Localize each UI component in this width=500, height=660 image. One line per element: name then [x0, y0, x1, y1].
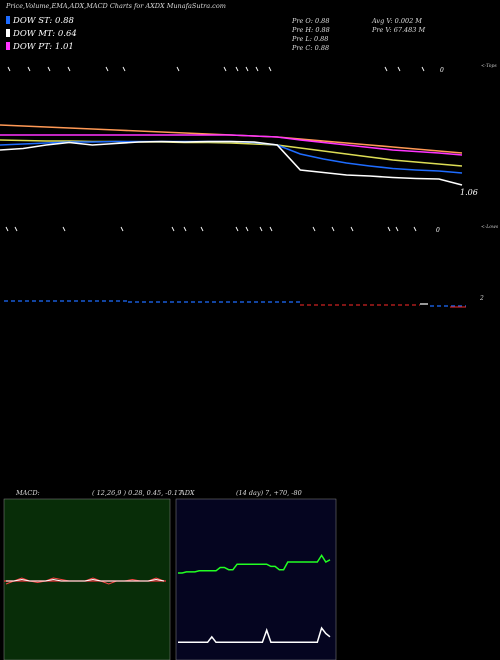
macd-histogram-strip	[4, 300, 466, 308]
lows-zero-mark: 0	[436, 227, 440, 234]
adx-params: (14 day) 7, +70, -80	[236, 489, 302, 497]
macd-panel-bg	[3, 498, 171, 660]
adx-panel-bg	[175, 498, 337, 660]
legend-label: DOW ST: 0.88	[13, 16, 74, 26]
prev-high: Pre H: 0.88	[292, 26, 330, 34]
legend-label: DOW PT: 1.01	[13, 42, 74, 52]
lows-label: <-Lows	[481, 224, 499, 230]
legend-swatch	[6, 29, 10, 37]
price-series-0	[0, 124, 463, 154]
lows-markers	[5, 226, 417, 232]
tops-markers	[7, 66, 425, 72]
prev-low: Pre L: 0.88	[292, 35, 329, 43]
legend-label: DOW MT: 0.64	[13, 29, 77, 39]
tops-zero-mark: 0	[440, 67, 444, 74]
price-series-4	[0, 140, 463, 186]
prev-volume: Pre V: 67.483 M	[372, 26, 426, 34]
adx-series-0	[178, 626, 331, 644]
legend-dow-st: DOW ST: 0.88	[6, 16, 74, 26]
tops-label: <-Tops	[481, 63, 497, 69]
macd-lines	[5, 577, 165, 585]
adx-label: ADX	[180, 489, 195, 497]
macd-label: MACD:	[16, 489, 40, 497]
legend-swatch	[6, 42, 10, 50]
macd-series-1	[6, 578, 165, 582]
adx-series-1	[178, 554, 331, 574]
legend-dow-mt: DOW MT: 0.64	[6, 29, 77, 39]
price-lines	[0, 124, 463, 186]
price-label: 1.06	[460, 188, 478, 197]
prev-open: Pre O: 0.88	[292, 17, 330, 25]
price-series-1	[0, 134, 463, 156]
prev-close: Pre C: 0.88	[292, 44, 330, 52]
chart-header: Price,Volume,EMA,ADX,MACD Charts for AXD…	[6, 2, 226, 10]
macd-side-label: 2	[479, 295, 484, 302]
adx-lines	[178, 554, 331, 644]
legend-swatch	[6, 16, 10, 24]
macd-params: ( 12,26,9 ) 0.28, 0.45, -0.17	[92, 489, 182, 497]
price-series-2	[0, 139, 463, 167]
legend-dow-pt: DOW PT: 1.01	[6, 42, 74, 52]
avg-volume: Avg V: 0.002 M	[372, 17, 422, 25]
